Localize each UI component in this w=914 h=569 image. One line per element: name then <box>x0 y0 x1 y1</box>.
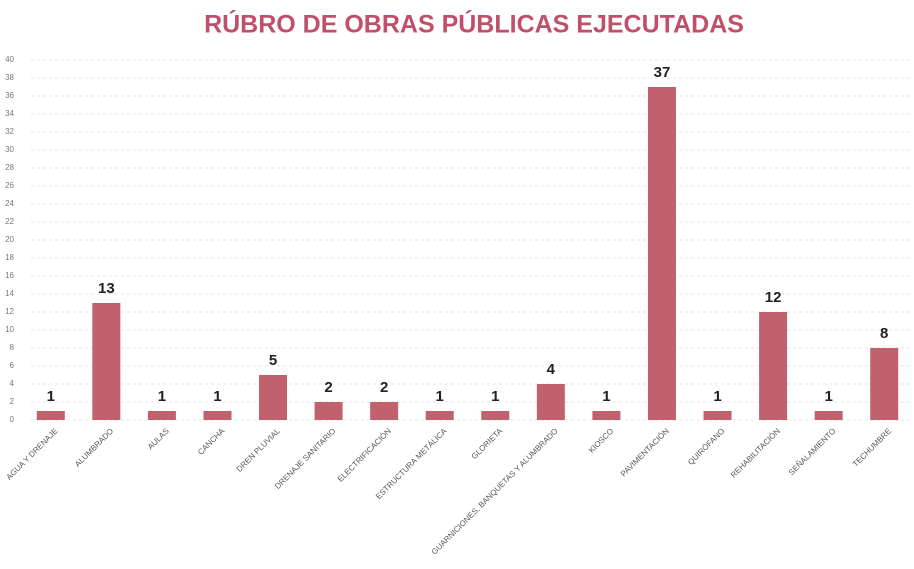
bar <box>203 411 232 420</box>
x-tick-label: DRENAJE SANITARIO <box>273 427 337 491</box>
data-label: 12 <box>765 289 782 306</box>
y-tick-label: 8 <box>10 343 15 352</box>
bar <box>370 402 399 420</box>
bar <box>481 411 510 420</box>
y-tick-label: 10 <box>5 325 14 334</box>
bar <box>36 411 65 420</box>
y-tick-label: 36 <box>5 91 14 100</box>
x-tick-label: AGUA Y DRENAJE <box>4 427 59 482</box>
data-label: 4 <box>547 361 556 378</box>
x-tick-label: CANCHA <box>196 426 227 457</box>
bar <box>259 375 288 420</box>
bar <box>425 411 454 420</box>
x-tick-label: SEÑALAMIENTO <box>787 427 838 478</box>
bar <box>592 411 621 420</box>
bar <box>703 411 732 420</box>
bar <box>759 312 788 420</box>
y-tick-label: 20 <box>5 235 14 244</box>
chart-title: RÚBRO DE OBRAS PÚBLICAS EJECUTADAS <box>204 9 744 39</box>
data-label: 2 <box>324 379 332 396</box>
y-tick-label: 16 <box>5 271 14 280</box>
bar <box>314 402 343 420</box>
y-tick-label: 40 <box>5 55 14 64</box>
data-label: 5 <box>269 352 277 369</box>
data-label: 1 <box>47 388 55 405</box>
x-tick-label: QUIRÓFANO <box>686 427 726 467</box>
x-tick-label: DREN PLUVIAL <box>235 426 283 474</box>
bar <box>814 411 843 420</box>
x-tick-label: REHABILITACIÓN <box>729 426 782 479</box>
y-tick-label: 22 <box>5 217 14 226</box>
y-tick-label: 12 <box>5 307 14 316</box>
bar <box>92 303 121 420</box>
x-tick-label: GLORIETA <box>470 426 505 461</box>
data-label: 1 <box>436 388 444 405</box>
data-label: 1 <box>158 388 166 405</box>
y-tick-label: 34 <box>5 109 14 118</box>
y-tick-label: 32 <box>5 127 14 136</box>
x-tick-label: GUARNICIONES, BANQUETAS Y ALUMBRADO <box>430 427 560 557</box>
data-label: 37 <box>654 64 671 81</box>
x-tick-label: PAVIMENTACIÓN <box>619 426 671 478</box>
data-label: 13 <box>98 280 115 297</box>
data-label: 1 <box>213 388 221 405</box>
y-tick-label: 4 <box>10 379 15 388</box>
y-tick-label: 28 <box>5 163 14 172</box>
y-tick-label: 6 <box>10 361 15 370</box>
bar <box>647 87 676 420</box>
x-tick-label: KIOSCO <box>587 427 615 455</box>
bar <box>870 348 899 420</box>
x-tick-label: AULAS <box>146 427 171 452</box>
y-tick-label: 14 <box>5 289 14 298</box>
data-label: 1 <box>602 388 610 405</box>
data-label: 8 <box>880 325 888 342</box>
data-label: 1 <box>824 388 832 405</box>
y-tick-label: 24 <box>5 199 14 208</box>
y-tick-label: 26 <box>5 181 14 190</box>
y-tick-label: 38 <box>5 73 14 82</box>
x-tick-label: ALUMBRADO <box>73 427 115 469</box>
data-label: 1 <box>713 388 721 405</box>
y-tick-label: 18 <box>5 253 14 262</box>
bar <box>536 384 565 420</box>
data-label: 1 <box>491 388 499 405</box>
y-tick-label: 30 <box>5 145 14 154</box>
data-label: 2 <box>380 379 388 396</box>
y-tick-label: 2 <box>10 397 15 406</box>
y-tick-label: 0 <box>10 415 15 424</box>
x-tick-label: ELECTRIFICACIÓN <box>336 426 393 483</box>
bar <box>147 411 176 420</box>
x-tick-label: TECHUMBRE <box>851 427 893 469</box>
